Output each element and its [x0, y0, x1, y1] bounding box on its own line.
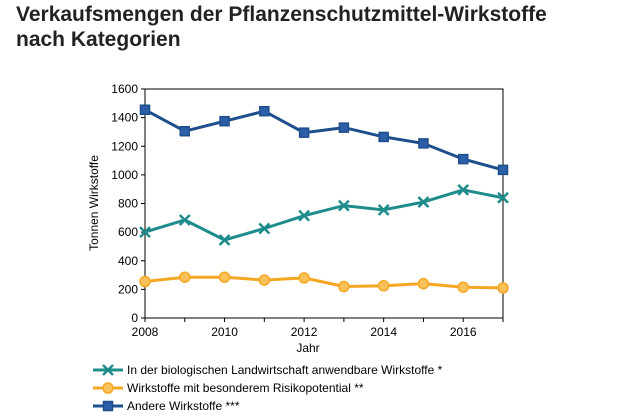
marker-stroke [298, 209, 310, 222]
data-point [179, 271, 191, 283]
legend-marker [102, 364, 114, 376]
marker-stroke [338, 199, 350, 212]
data-point [497, 282, 509, 294]
series-line [144, 108, 504, 172]
legend-item: In der biologischen Landwirtschaft anwen… [93, 363, 443, 377]
y-tick-label: 1400 [111, 111, 138, 125]
y-axis-label: Tonnen Wirkstoffe [87, 155, 101, 251]
chart-title-line-2: nach Kategorien [16, 28, 181, 51]
data-point [179, 125, 191, 137]
x-tick-label: 2016 [450, 325, 477, 339]
data-point [218, 271, 231, 283]
data-point [457, 184, 470, 196]
data-point [338, 199, 350, 212]
marker-stroke [497, 191, 509, 204]
legend-label: In der biologischen Landwirtschaft anwen… [127, 363, 443, 377]
marker-stroke [178, 214, 191, 226]
data-point [417, 277, 430, 290]
data-point [497, 191, 509, 204]
axis-ticks: 0 200 400 600 800 1000 1200 1400 1600 2008 2010 201… [111, 82, 504, 339]
marker-stroke [417, 196, 430, 208]
x-tick-label: 2014 [370, 325, 397, 339]
x-tick-label: 2010 [211, 325, 238, 339]
y-tick-label: 200 [118, 282, 138, 296]
legend-item: Andere Wirkstoffe *** [93, 399, 240, 413]
legend: In der biologischen Landwirtschaft anwen… [93, 363, 443, 413]
data-point [298, 127, 310, 138]
y-tick-label: 1600 [111, 82, 138, 96]
data-point [338, 122, 350, 133]
y-tick-label: 0 [131, 311, 138, 325]
chart-title-line-1: Verkaufsmengen der Pflanzenschutzmittel-… [16, 3, 547, 26]
series-x [139, 184, 509, 246]
x-tick-label: 2012 [291, 325, 318, 339]
y-tick-label: 1200 [111, 139, 138, 153]
legend-marker [102, 400, 114, 412]
data-point [298, 272, 310, 284]
data-point [418, 138, 429, 149]
data-point [338, 280, 350, 293]
legend-label: Andere Wirkstoffe *** [127, 399, 240, 413]
legend-label: Wirkstoffe mit besonderem Risikopotentia… [127, 381, 364, 395]
data-point [457, 153, 469, 165]
data-point [258, 222, 271, 235]
data-point [219, 115, 230, 127]
x-tick-label: 2008 [132, 325, 159, 339]
data-point [139, 275, 151, 288]
data-point [497, 164, 509, 176]
y-tick-label: 400 [118, 254, 138, 268]
y-tick-label: 1000 [111, 168, 138, 182]
data-point [139, 104, 151, 116]
series-lines [139, 104, 509, 294]
data-point [259, 105, 270, 117]
data-point [377, 280, 390, 292]
series-line [144, 188, 504, 242]
y-tick-label: 600 [118, 225, 138, 239]
data-point [378, 131, 389, 143]
marker-stroke [377, 204, 390, 216]
marker-stroke [258, 222, 271, 235]
marker-stroke [102, 364, 114, 376]
data-point [377, 204, 390, 216]
series-square [139, 104, 509, 176]
marker-stroke [457, 184, 470, 196]
data-point [178, 214, 191, 226]
data-point [298, 209, 310, 222]
data-point [457, 281, 469, 293]
data-point [139, 226, 151, 239]
chart-title: Verkaufsmengen der Pflanzenschutzmittel-… [16, 2, 606, 52]
data-point [258, 274, 271, 286]
marker-stroke [218, 234, 231, 246]
legend-item: Wirkstoffe mit besonderem Risikopotentia… [93, 381, 364, 395]
data-point [417, 196, 430, 208]
marker-stroke [139, 226, 151, 239]
series-line [144, 275, 504, 290]
x-axis-label: Jahr [296, 341, 319, 355]
data-point [218, 234, 231, 246]
series-circle [139, 271, 509, 294]
y-tick-label: 800 [118, 197, 138, 211]
legend-marker [102, 382, 114, 394]
